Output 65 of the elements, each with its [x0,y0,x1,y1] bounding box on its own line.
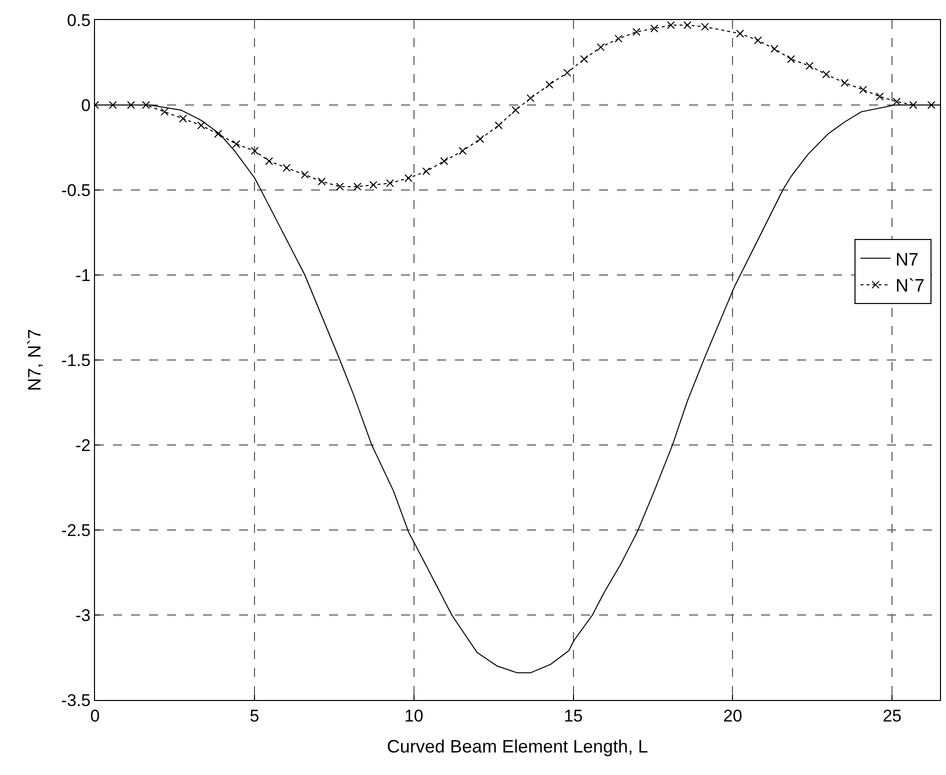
point [876,92,884,100]
point [787,55,796,64]
point [232,140,240,148]
y-tick-label: -1 [75,266,91,285]
point [440,157,448,166]
point [422,167,430,176]
point [512,106,520,114]
point [353,182,362,191]
x-axis-title: Curved Beam Element Length, L [386,736,648,756]
point [250,146,259,155]
point [840,78,849,87]
point [526,94,535,102]
point [404,174,412,182]
y-tick-label: -2.5 [61,520,91,540]
y-tick-label: -2 [75,436,91,455]
point [545,80,554,89]
point [892,98,901,106]
point [127,101,136,109]
legend-label: N`7 [896,276,925,296]
x-tick-label: 20 [723,706,742,726]
point [179,114,188,123]
point [336,182,344,191]
y-tick-label: -3 [75,606,91,625]
point [214,130,222,138]
point [754,36,762,44]
point [142,101,150,109]
point [806,62,814,70]
y-tick-label: -3.5 [61,690,91,710]
point [909,101,918,109]
point [197,121,206,130]
point [494,121,503,130]
y-tick-label: 0.5 [66,10,91,30]
y-axis-title: N7, N`7 [24,328,45,392]
point [822,70,830,78]
point [458,146,467,155]
point [927,101,936,109]
x-tick-label: 10 [404,706,424,726]
point [580,55,588,64]
point [563,68,572,77]
point [318,178,326,186]
point [265,157,274,166]
point [596,43,605,52]
point [614,34,623,43]
y-tick-label: -0.5 [61,180,91,200]
point [300,170,309,179]
legend-label: N7 [896,249,919,270]
point [666,21,675,30]
point [770,44,779,53]
point [386,179,394,188]
point [108,101,117,109]
x-tick-label: 5 [250,706,260,726]
point [700,22,709,31]
x-tick-label: 15 [564,706,583,726]
y-tick-label: -1.5 [61,350,91,370]
point [650,24,658,32]
y-tick-label: 0 [81,96,91,115]
point [632,28,640,36]
point [369,180,378,189]
point [160,108,169,116]
point [736,30,744,38]
point [859,86,868,94]
x-tick-label: 25 [882,706,902,726]
point [282,164,291,172]
point [683,21,692,30]
point [476,135,484,143]
